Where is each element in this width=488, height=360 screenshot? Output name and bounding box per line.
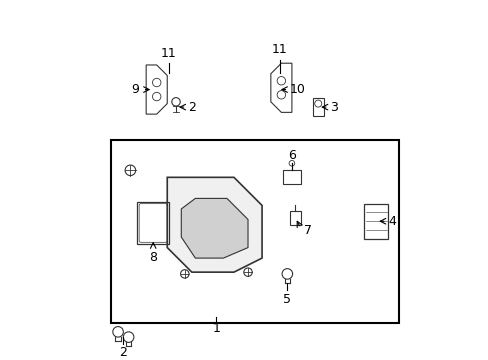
Bar bbox=[137, 202, 169, 244]
Text: 1: 1 bbox=[212, 322, 220, 335]
Text: 7: 7 bbox=[304, 224, 311, 237]
Text: 11: 11 bbox=[271, 43, 287, 56]
Polygon shape bbox=[167, 177, 262, 272]
Text: 9: 9 bbox=[131, 83, 139, 96]
Text: 2: 2 bbox=[188, 100, 196, 114]
Text: 4: 4 bbox=[387, 215, 396, 228]
Text: 8: 8 bbox=[149, 251, 157, 264]
Bar bbox=[111, 140, 398, 323]
Bar bbox=[363, 204, 387, 239]
Text: 5: 5 bbox=[283, 293, 291, 306]
Bar bbox=[312, 98, 323, 116]
Bar bbox=[289, 211, 300, 225]
Polygon shape bbox=[181, 198, 247, 258]
Text: 6: 6 bbox=[287, 149, 295, 162]
Bar bbox=[283, 170, 300, 184]
Text: 3: 3 bbox=[330, 100, 338, 114]
Text: 10: 10 bbox=[289, 83, 305, 96]
Text: 2: 2 bbox=[119, 346, 127, 359]
Text: 11: 11 bbox=[161, 47, 177, 60]
